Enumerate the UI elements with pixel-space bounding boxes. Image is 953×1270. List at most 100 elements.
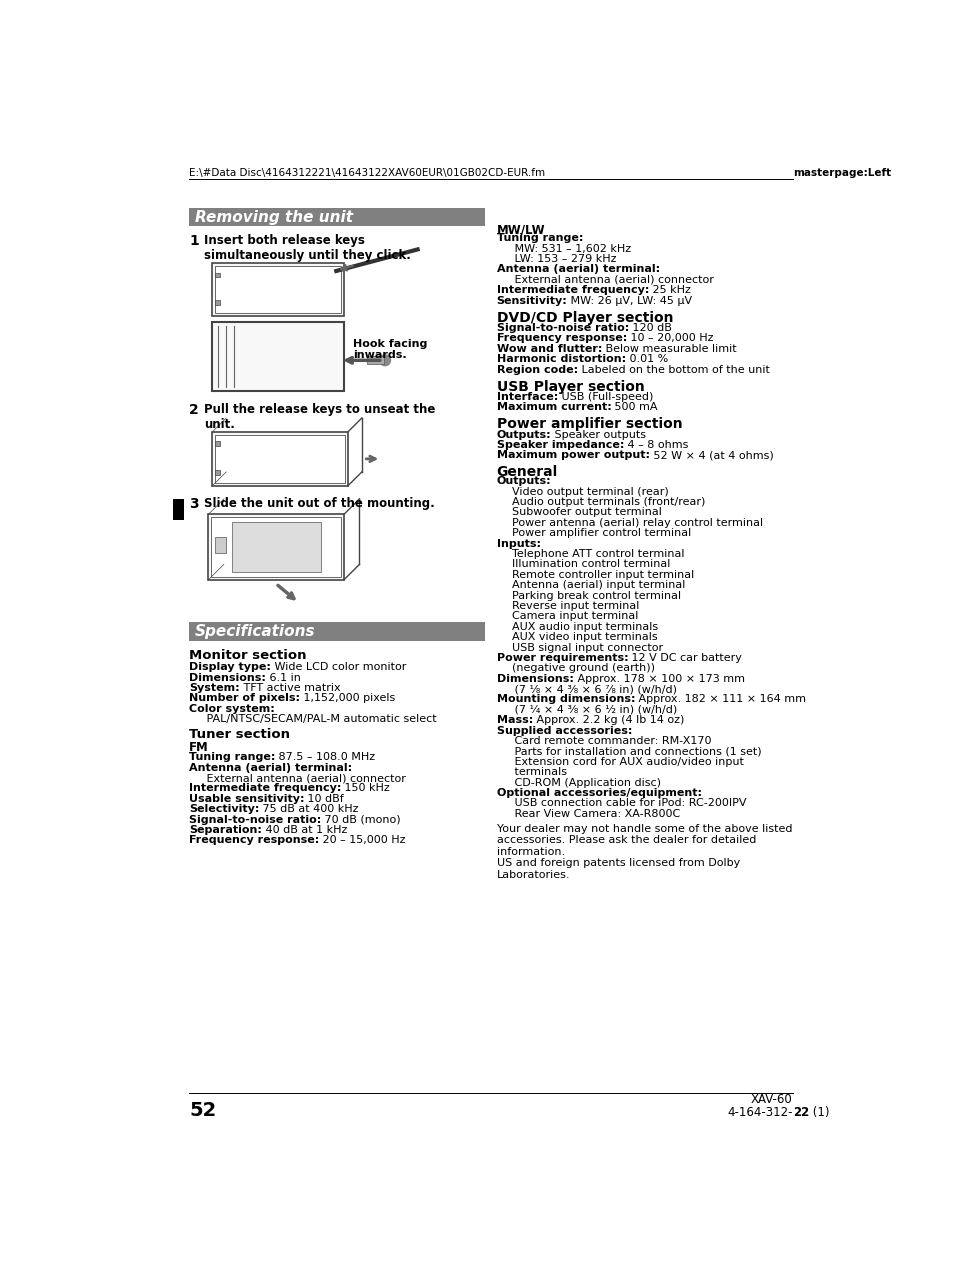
Text: Parts for installation and connections (1 set): Parts for installation and connections (… [497, 747, 760, 757]
Text: PAL/NTSC/SECAM/PAL-M automatic select: PAL/NTSC/SECAM/PAL-M automatic select [189, 714, 436, 724]
Text: Antenna (aerial) terminal:: Antenna (aerial) terminal: [497, 264, 659, 274]
Text: Speaker impedance:: Speaker impedance: [497, 439, 623, 450]
Text: CD-ROM (Application disc): CD-ROM (Application disc) [497, 777, 660, 787]
Bar [189, 208, 484, 226]
Text: 87.5 – 108.0 MHz: 87.5 – 108.0 MHz [275, 752, 375, 762]
Text: Maximum current:: Maximum current: [497, 403, 611, 413]
Text: Power requirements:: Power requirements: [497, 653, 628, 663]
Text: Extension cord for AUX audio/video input: Extension cord for AUX audio/video input [497, 757, 742, 767]
Text: Power antenna (aerial) relay control terminal: Power antenna (aerial) relay control ter… [512, 518, 762, 528]
Text: USB (Full-speed): USB (Full-speed) [558, 392, 653, 401]
Text: Intermediate frequency:: Intermediate frequency: [497, 286, 648, 295]
Text: Approx. 2.2 kg (4 lb 14 oz): Approx. 2.2 kg (4 lb 14 oz) [533, 715, 683, 725]
Text: Selectivity:: Selectivity: [189, 804, 259, 814]
Text: 20 – 15,000 Hz: 20 – 15,000 Hz [319, 836, 405, 846]
Text: USB Player section: USB Player section [497, 380, 643, 394]
Text: Maximum power output:: Maximum power output: [497, 451, 649, 461]
Text: Frequency response:: Frequency response: [497, 333, 626, 343]
Text: AUX video input terminals: AUX video input terminals [512, 632, 658, 643]
Text: Usable sensitivity:: Usable sensitivity: [189, 794, 304, 804]
Text: 10 – 20,000 Hz: 10 – 20,000 Hz [626, 333, 713, 343]
Text: 1,152,000 pixels: 1,152,000 pixels [299, 693, 395, 704]
Text: (1): (1) [808, 1106, 828, 1119]
Bar [173, 499, 184, 521]
Text: (7 ¹⁄₈ × 4 ³⁄₈ × 6 ⁷⁄₈ in) (w/h/d): (7 ¹⁄₈ × 4 ³⁄₈ × 6 ⁷⁄₈ in) (w/h/d) [497, 685, 676, 695]
Text: 52: 52 [189, 1101, 216, 1120]
Bar [214, 470, 220, 475]
Text: Mass:: Mass: [497, 715, 533, 725]
Text: Antenna (aerial) terminal:: Antenna (aerial) terminal: [189, 762, 352, 772]
Text: Slide the unit out of the mounting.: Slide the unit out of the mounting. [204, 498, 435, 511]
Text: 150 kHz: 150 kHz [341, 784, 390, 794]
Text: General: General [497, 465, 558, 479]
Text: Remote controller input terminal: Remote controller input terminal [512, 570, 694, 579]
Text: Hook facing
inwards.: Hook facing inwards. [353, 339, 427, 361]
Bar [214, 273, 220, 277]
Text: Supplied accessories:: Supplied accessories: [497, 725, 632, 735]
Text: 10 dBf: 10 dBf [304, 794, 344, 804]
Text: Labeled on the bottom of the unit: Labeled on the bottom of the unit [578, 364, 769, 375]
Bar [232, 522, 320, 572]
Bar [215, 267, 340, 312]
Text: Harmonic distortion:: Harmonic distortion: [497, 354, 625, 364]
Text: Reverse input terminal: Reverse input terminal [512, 601, 639, 611]
Text: Frequency response:: Frequency response: [189, 836, 319, 846]
Text: Inputs:: Inputs: [497, 538, 540, 549]
Text: Illumination control terminal: Illumination control terminal [512, 559, 670, 569]
Text: FM: FM [189, 742, 209, 754]
Text: XAV-60: XAV-60 [750, 1093, 792, 1106]
Text: (7 ¹⁄₄ × 4 ³⁄₈ × 6 ¹⁄₂ in) (w/h/d): (7 ¹⁄₄ × 4 ³⁄₈ × 6 ¹⁄₂ in) (w/h/d) [497, 705, 677, 715]
Text: Region code:: Region code: [497, 364, 578, 375]
Text: Color system:: Color system: [189, 704, 274, 714]
Text: 6.1 in: 6.1 in [266, 673, 300, 682]
Text: Outputs:: Outputs: [497, 429, 551, 439]
Text: 2: 2 [189, 403, 198, 417]
Text: Wow and flutter:: Wow and flutter: [497, 344, 601, 354]
Text: Signal-to-noise ratio:: Signal-to-noise ratio: [497, 323, 628, 333]
Text: E:\#Data Disc\4164312221\41643122XAV60EUR\01GB02CD-EUR.fm: E:\#Data Disc\4164312221\41643122XAV60EU… [189, 168, 544, 178]
Text: Pull the release keys to unseat the
unit.: Pull the release keys to unseat the unit… [204, 403, 436, 431]
Text: MW/LW: MW/LW [497, 224, 545, 236]
Text: USB connection cable for iPod: RC-200IPV: USB connection cable for iPod: RC-200IPV [497, 799, 745, 809]
Text: Optional accessories/equipment:: Optional accessories/equipment: [497, 787, 701, 798]
Text: Audio output terminals (front/rear): Audio output terminals (front/rear) [512, 497, 705, 507]
Text: External antenna (aerial) connector: External antenna (aerial) connector [497, 274, 713, 284]
Text: Sensitivity:: Sensitivity: [497, 296, 567, 306]
Text: Rear View Camera: XA-R800C: Rear View Camera: XA-R800C [497, 809, 679, 819]
Text: MW: 531 – 1,602 kHz: MW: 531 – 1,602 kHz [497, 244, 630, 254]
Text: masterpage:Left: masterpage:Left [792, 168, 890, 178]
Text: 40 dB at 1 kHz: 40 dB at 1 kHz [262, 826, 347, 834]
Bar [212, 321, 344, 391]
Text: DVD/CD Player section: DVD/CD Player section [497, 311, 673, 325]
Text: 70 dB (mono): 70 dB (mono) [321, 814, 400, 824]
Text: Power amplifier section: Power amplifier section [497, 418, 681, 432]
Text: Separation:: Separation: [189, 826, 262, 834]
Text: External antenna (aerial) connector: External antenna (aerial) connector [189, 773, 405, 784]
Bar [214, 300, 220, 305]
Text: MW: 26 μV, LW: 45 μV: MW: 26 μV, LW: 45 μV [567, 296, 692, 306]
Text: Tuning range:: Tuning range: [497, 234, 582, 244]
Text: Video output terminal (rear): Video output terminal (rear) [512, 486, 668, 497]
Text: 120 dB: 120 dB [628, 323, 671, 333]
Text: Wide LCD color monitor: Wide LCD color monitor [271, 662, 406, 672]
Bar [212, 432, 348, 486]
Text: 500 mA: 500 mA [611, 403, 658, 413]
Text: Power amplifier control terminal: Power amplifier control terminal [512, 528, 691, 538]
Text: Signal-to-noise ratio:: Signal-to-noise ratio: [189, 814, 321, 824]
Circle shape [379, 354, 390, 366]
Text: 25 kHz: 25 kHz [648, 286, 690, 295]
Text: Dimensions:: Dimensions: [189, 673, 266, 682]
Text: Telephone ATT control terminal: Telephone ATT control terminal [512, 549, 684, 559]
Text: System:: System: [189, 683, 239, 693]
Text: Display type:: Display type: [189, 662, 271, 672]
Text: terminals: terminals [497, 767, 566, 777]
Text: Intermediate frequency:: Intermediate frequency: [189, 784, 341, 794]
Text: Dimensions:: Dimensions: [497, 673, 573, 683]
Text: Tuner section: Tuner section [189, 729, 290, 742]
Text: Outputs:: Outputs: [497, 476, 551, 486]
Text: Tuning range:: Tuning range: [189, 752, 275, 762]
Text: Monitor section: Monitor section [189, 649, 306, 662]
Text: 75 dB at 400 kHz: 75 dB at 400 kHz [259, 804, 358, 814]
Text: Camera input terminal: Camera input terminal [512, 611, 638, 621]
Bar [367, 357, 384, 364]
